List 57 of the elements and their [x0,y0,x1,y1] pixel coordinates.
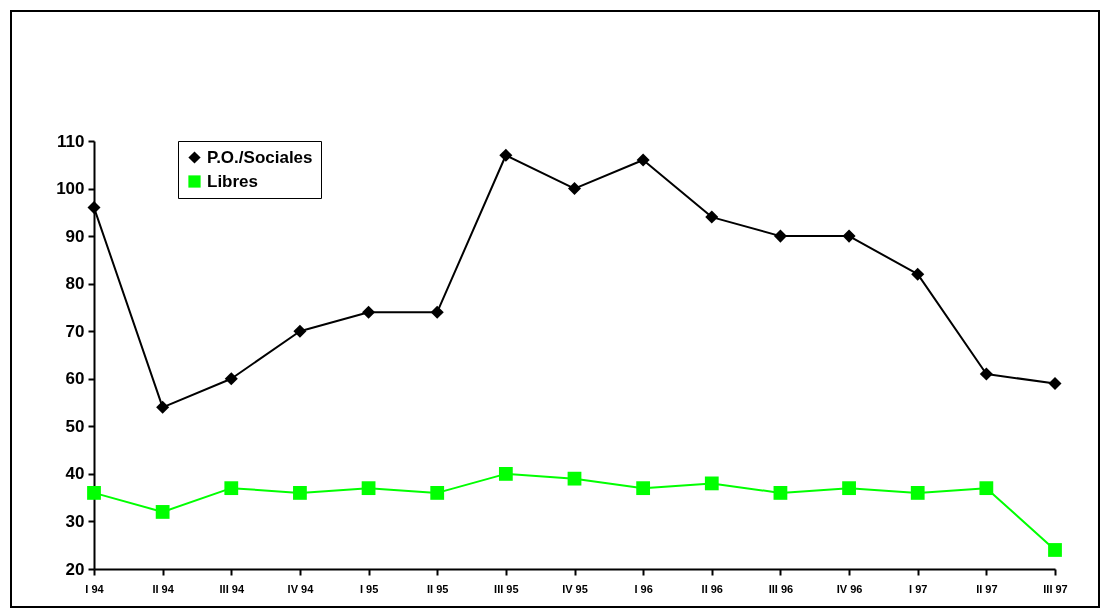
point [567,471,582,486]
point [293,324,307,338]
point [156,400,170,414]
x-tick-label: III 96 [768,582,794,595]
y-tick-label: 110 [57,131,85,151]
x-tick-label: IV 94 [287,582,315,595]
point [155,505,170,519]
point [362,305,376,319]
point [1048,377,1062,391]
y-tick-label: 90 [65,226,85,246]
y-tick-label: 30 [65,511,85,531]
x-tick-label: I 96 [634,582,653,595]
point [636,153,650,167]
x-tick-label: III 95 [494,582,519,595]
x-tick-label: III 94 [219,582,245,595]
point [842,229,856,243]
point [979,367,993,381]
legend-label: P.O./Sociales [207,147,313,167]
point [498,467,513,481]
point [773,486,788,500]
point [224,372,238,386]
point [842,481,856,496]
y-tick-label: 80 [65,274,85,294]
point [636,481,651,496]
x-tick-label: II 97 [976,582,998,595]
y-tick-label: 20 [65,559,85,579]
x-tick-label: I 97 [909,582,928,595]
y-tick-label: 60 [65,369,85,389]
x-tick-label: II 96 [701,582,723,595]
x-tick-label: III 97 [1043,582,1068,595]
x-tick-label: I 94 [85,582,105,595]
point [430,486,445,500]
point [224,481,239,496]
legend-label: Libres [207,171,259,191]
point [773,229,787,243]
point [979,481,994,496]
y-tick-label: 50 [65,416,85,436]
x-tick-label: II 95 [427,582,449,595]
point [704,476,719,491]
y-tick-label: 40 [65,464,85,484]
x-tick-label: IV 95 [562,582,588,595]
point [87,201,101,215]
point [293,486,307,500]
point [430,305,444,319]
x-tick-label: IV 96 [836,582,863,595]
x-tick-label: I 95 [359,582,379,595]
point [911,267,925,281]
point [87,486,101,500]
point [705,210,719,224]
y-tick-label: 100 [56,179,85,199]
x-tick-label: II 94 [152,582,175,595]
point [499,148,513,162]
point [1048,543,1062,557]
point [567,182,582,196]
point [361,481,376,496]
point [910,486,925,500]
y-tick-label: 70 [65,321,85,341]
